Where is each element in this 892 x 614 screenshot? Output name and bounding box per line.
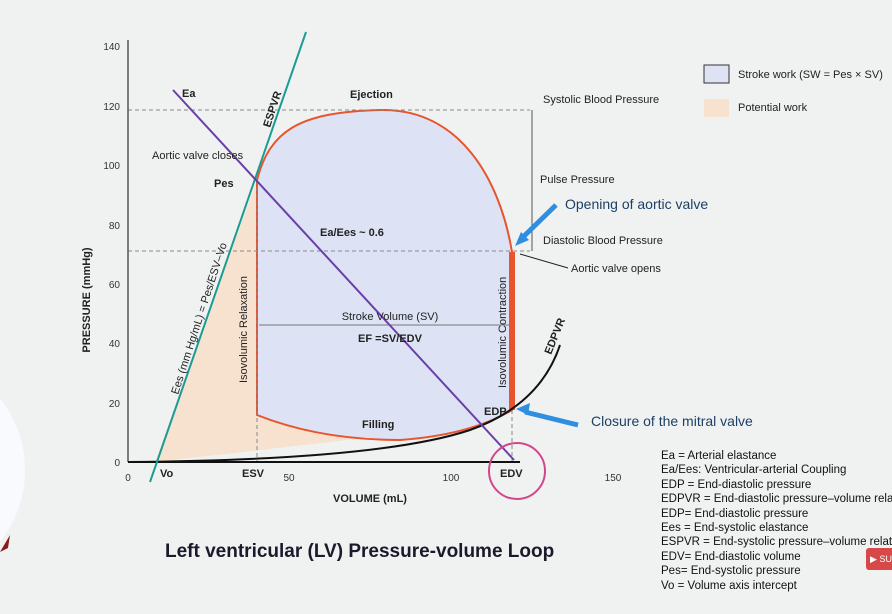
- aortic-closes-label: Aortic valve closes: [152, 150, 244, 162]
- note: Vo = Volume axis intercept: [661, 579, 797, 592]
- note: EDP = End-diastolic pressure: [661, 478, 812, 491]
- x-tick: 50: [283, 473, 295, 484]
- y-tick: 40: [109, 339, 121, 350]
- y-tick: 20: [109, 399, 121, 410]
- arrow-head-icon: [516, 403, 530, 415]
- ea-label: Ea: [182, 88, 196, 100]
- subscribe-button[interactable]: ▶ SU: [866, 548, 892, 570]
- vo-label: Vo: [160, 468, 174, 480]
- y-tick: 0: [114, 458, 120, 469]
- pes-label: Pes: [214, 178, 234, 190]
- y-axis-label: PRESSURE (mmHg): [81, 247, 93, 352]
- note: EDPVR = End-diastolic pressure–volume re…: [661, 493, 892, 506]
- diagram-title: Left ventricular (LV) Pressure-volume Lo…: [165, 541, 555, 562]
- pv-loop: [256, 108, 513, 442]
- play-icon: ▶: [870, 554, 877, 564]
- opening-aortic-label: Opening of aortic valve: [565, 196, 708, 212]
- x-tick: 0: [125, 473, 131, 484]
- note: EDV= End-diastolic volume: [661, 550, 801, 563]
- diastolic-label: Diastolic Blood Pressure: [543, 235, 663, 247]
- legend-stroke-work: Stroke work (SW = Pes × SV): [738, 69, 883, 81]
- aortic-opens-label: Aortic valve opens: [571, 263, 661, 275]
- aortic-opening-arrow: [518, 203, 558, 242]
- isovolumic-contraction-label: Isovolumic Contraction: [497, 277, 509, 388]
- aortic-opens-pointer: [519, 253, 569, 269]
- espvr-label: ESPVR: [261, 90, 284, 129]
- y-tick: 60: [109, 280, 121, 291]
- note: ESPVR = End-systolic pressure–volume rel…: [661, 536, 892, 549]
- decorative-mark: [0, 535, 10, 552]
- y-tick: 120: [103, 102, 120, 113]
- mitral-closure-arrow: [524, 409, 579, 428]
- closure-mitral-label: Closure of the mitral valve: [591, 413, 753, 429]
- isovolumic-relaxation-label: Isovolumic Relaxation: [238, 276, 250, 383]
- edpvr-curve: [127, 344, 561, 463]
- edv-highlight-circle: [488, 442, 546, 500]
- esv-label: ESV: [242, 468, 265, 480]
- potential-work-swatch: [704, 99, 729, 117]
- ea-line: [172, 89, 515, 461]
- systolic-label: Systolic Blood Pressure: [543, 94, 659, 106]
- legend-potential-work: Potential work: [738, 102, 808, 114]
- pulse-pressure-label: Pulse Pressure: [540, 174, 615, 186]
- note: Ea/Ees: Ventricular-arterial Coupling: [661, 464, 847, 477]
- decorative-circle: [0, 398, 25, 542]
- stroke-volume-label: Stroke Volume (SV): [342, 311, 439, 323]
- stroke-work-swatch: [703, 64, 730, 84]
- ef-label: EF =SV/EDV: [358, 333, 423, 345]
- subscribe-label: SU: [879, 554, 892, 564]
- filling-label: Filling: [362, 419, 394, 431]
- arrow-head-icon: [515, 232, 529, 246]
- x-tick: 150: [605, 473, 622, 484]
- note: Ees = End-systolic elastance: [661, 522, 809, 535]
- y-tick: 140: [103, 42, 120, 53]
- edv-label: EDV: [500, 468, 523, 480]
- ejection-label: Ejection: [350, 89, 393, 101]
- note: Ea = Arterial elastance: [661, 450, 777, 462]
- ea-ees-label: Ea/Ees ~ 0.6: [320, 227, 384, 239]
- edpvr-label: EDPVR: [543, 316, 568, 356]
- y-tick: 100: [103, 161, 120, 172]
- y-tick: 80: [109, 221, 121, 232]
- x-tick: 100: [443, 473, 460, 484]
- note: Pes= End-systolic pressure: [661, 565, 801, 578]
- abbreviation-notes: Ea = Arterial elastance Ea/Ees: Ventricu…: [661, 449, 892, 593]
- edp-label: EDP: [484, 406, 507, 418]
- note: EDP= End-diastolic pressure: [661, 507, 809, 520]
- x-axis-label: VOLUME (mL): [333, 493, 407, 505]
- espvr-line: [149, 31, 307, 483]
